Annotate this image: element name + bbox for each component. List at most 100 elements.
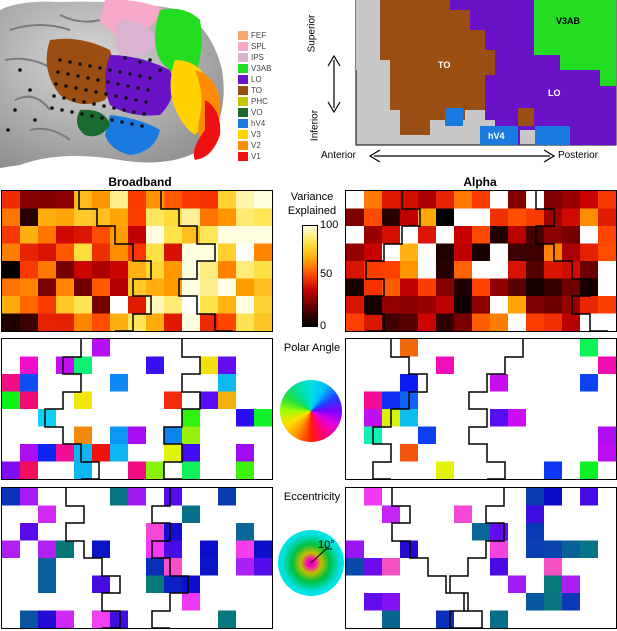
- legend-item: TO: [238, 85, 262, 96]
- electrode-cell: [74, 226, 92, 244]
- electrode-cell: [544, 313, 562, 331]
- electrode-cell: [182, 278, 200, 296]
- electrode-cell: [200, 191, 218, 209]
- electrode-cell: [544, 488, 562, 506]
- legend-label: V2: [251, 141, 261, 150]
- electrode-cell: [580, 243, 598, 261]
- electrode-cell: [364, 488, 382, 506]
- electrode-cell: [382, 593, 400, 611]
- electrode-cell: [346, 540, 364, 558]
- electrode-cell: [164, 426, 182, 444]
- electrode-cell: [20, 356, 38, 374]
- electrode-cell: [490, 523, 508, 541]
- electrode-cell: [236, 523, 254, 541]
- electrode-cell: [526, 243, 544, 261]
- electrode-cell: [218, 243, 236, 261]
- polar-angle-colorwheel: [280, 380, 342, 442]
- electrode-cell: [92, 444, 110, 462]
- electrode-cell: [20, 313, 38, 331]
- roi-boundary-line: [365, 191, 608, 331]
- electrode-cell: [562, 261, 580, 279]
- electrode-cell: [146, 261, 164, 279]
- panel-alpha-variance: [345, 190, 617, 332]
- electrode-cell: [200, 243, 218, 261]
- electrode-cell: [580, 278, 598, 296]
- electrode-cell: [146, 575, 164, 593]
- column-title-alpha: Alpha: [463, 175, 497, 189]
- electrode-cell: [182, 226, 200, 244]
- electrode-cell: [182, 444, 200, 462]
- electrode-cell: [382, 261, 400, 279]
- column-title-broadband: Broadband: [108, 175, 172, 189]
- electrode-cell: [400, 208, 418, 226]
- electrode-cell: [346, 313, 364, 331]
- electrode-cell: [128, 243, 146, 261]
- electrode-cell: [598, 426, 616, 444]
- electrode-cell: [38, 296, 56, 314]
- electrode-cell: [254, 313, 272, 331]
- legend-item: IPS: [238, 52, 264, 63]
- electrode-cell: [74, 278, 92, 296]
- electrode-cell: [236, 540, 254, 558]
- electrode-cell: [364, 191, 382, 209]
- electrode-cell: [38, 610, 56, 628]
- electrode-cell: [74, 243, 92, 261]
- electrode-cell: [236, 313, 254, 331]
- electrode-cell: [436, 461, 454, 479]
- electrode-cell: [218, 374, 236, 392]
- electrode-cell: [580, 374, 598, 392]
- electrode-cell: [200, 540, 218, 558]
- electrode-cell: [164, 391, 182, 409]
- electrode-cell: [110, 313, 128, 331]
- electrode-cell: [2, 461, 20, 479]
- electrode-cell: [164, 575, 182, 593]
- electrode-cell: [38, 558, 56, 576]
- electrode-cell: [472, 278, 490, 296]
- legend-label: hV4: [251, 119, 266, 128]
- electrode-cell: [254, 296, 272, 314]
- electrode-cell: [182, 505, 200, 523]
- electrode-cell: [128, 226, 146, 244]
- electrode-cell: [38, 208, 56, 226]
- electrode-cell: [346, 278, 364, 296]
- electrode-cell: [562, 593, 580, 611]
- eccentricity-marker: [310, 548, 332, 564]
- electrode-cell: [436, 243, 454, 261]
- legend-item: VO: [238, 107, 263, 118]
- electrode-cell: [562, 208, 580, 226]
- electrode-cell: [200, 226, 218, 244]
- electrode-cell: [382, 505, 400, 523]
- electrode-cell: [92, 226, 110, 244]
- electrode-cell: [92, 339, 110, 357]
- electrode-cell: [218, 278, 236, 296]
- electrode-cell: [454, 313, 472, 331]
- electrode-cell: [56, 610, 74, 628]
- roi-label-hv4: hV4: [488, 131, 505, 141]
- electrode-cell: [526, 208, 544, 226]
- electrode-cell: [110, 261, 128, 279]
- electrode-cell: [164, 208, 182, 226]
- electrode-cell: [218, 313, 236, 331]
- electrode-cell: [544, 208, 562, 226]
- electrode-cell: [400, 278, 418, 296]
- legend-item: V1: [238, 151, 261, 162]
- electrode-cell: [436, 278, 454, 296]
- electrode-cell: [218, 488, 236, 506]
- electrode-cell: [400, 339, 418, 357]
- electrode-cell: [254, 278, 272, 296]
- variance-explained-label: Variance Explained: [267, 190, 357, 218]
- electrode-cell: [490, 409, 508, 427]
- legend-swatch: [238, 119, 248, 129]
- electrode-cell: [364, 409, 382, 427]
- electrode-cell: [146, 540, 164, 558]
- electrode-cell: [490, 374, 508, 392]
- electrode-cell: [544, 278, 562, 296]
- electrode-cell: [436, 296, 454, 314]
- roi-boundary-line: [78, 191, 233, 331]
- electrode-cell: [364, 278, 382, 296]
- electrode-cell: [110, 278, 128, 296]
- electrode-cell: [110, 488, 128, 506]
- electrode-cell: [20, 391, 38, 409]
- electrode-cell: [92, 540, 110, 558]
- electrode-cell: [56, 191, 74, 209]
